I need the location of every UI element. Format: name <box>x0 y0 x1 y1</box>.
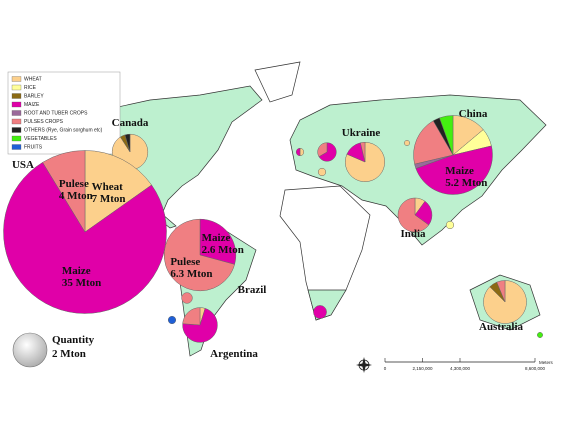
pie <box>404 140 410 146</box>
country-label: China <box>459 108 488 120</box>
legend-swatch <box>11 84 22 91</box>
slice-name: Maize <box>202 232 231 244</box>
legend-label: RICE <box>24 85 37 91</box>
scale-tick-label: 8,600,000 <box>525 366 546 371</box>
pie-slice <box>318 142 337 162</box>
scale-tick-label: 2,150,000 <box>412 366 433 371</box>
pie-slice <box>496 280 506 303</box>
pie-slice <box>439 115 454 156</box>
quantity-value-label: 2 Mton <box>52 348 86 360</box>
pie-slice <box>167 315 177 325</box>
country-label: India <box>400 228 426 240</box>
legend-label: WHEAT <box>24 76 42 82</box>
pie-slice <box>445 220 455 230</box>
pie-slice <box>537 332 543 338</box>
slice-value-label: 2.6 Mton <box>202 244 244 256</box>
pie-slice <box>124 133 131 153</box>
slice-value-label: 4 Mton <box>59 190 93 202</box>
pie <box>313 305 327 319</box>
legend-label: FRUITS <box>24 144 43 150</box>
pie-slice <box>415 145 493 195</box>
legend-swatch <box>11 110 22 116</box>
pie-slice <box>404 140 410 146</box>
greenland <box>254 61 301 103</box>
legend-box <box>7 71 121 155</box>
pie-slice <box>413 120 454 165</box>
pie-slice <box>182 308 218 343</box>
pie-slice <box>299 147 304 157</box>
legend-swatch <box>11 118 22 125</box>
pie-slice <box>182 307 201 326</box>
legend-swatch <box>11 93 22 99</box>
country-label: Argentina <box>210 348 258 360</box>
legend-swatch <box>11 101 22 108</box>
pie <box>296 147 304 157</box>
legend-label: PULSES CROPS <box>24 119 64 125</box>
country-label: Canada <box>112 117 149 129</box>
slice-name: Maize <box>445 165 474 177</box>
scale-unit: Meters <box>539 360 554 365</box>
country-label: Brazil <box>238 284 267 296</box>
compass-rose <box>356 357 372 373</box>
slice-value-label: 7 Mton <box>92 193 126 205</box>
pie-slice <box>181 292 193 304</box>
legend-swatch <box>11 144 22 150</box>
pie <box>537 332 543 338</box>
slice-value-label: 6.3 Mton <box>170 268 212 280</box>
quantity-circle <box>12 332 48 368</box>
pie-slice <box>199 218 237 265</box>
legend-label: MAIZE <box>24 102 40 108</box>
pie <box>483 280 527 324</box>
country-label: Ukraine <box>342 127 381 139</box>
legend-label: OTHERS (Rye, Grain sorghum etc) <box>24 127 103 133</box>
pie-slice <box>360 141 366 163</box>
legend-label: ROOT AND TUBER CROPS <box>24 110 88 116</box>
slice-value-label: 35 Mton <box>62 277 101 289</box>
pie <box>445 220 455 230</box>
pie-slice <box>317 167 327 177</box>
pie-slice <box>317 142 328 157</box>
legend-swatch <box>11 127 22 133</box>
pie-slice <box>42 150 86 233</box>
pie-slice <box>84 150 152 233</box>
quantity-label: Quantity <box>52 334 95 346</box>
pie <box>345 141 385 182</box>
pie-slice <box>397 197 430 233</box>
legend-swatch <box>11 76 22 82</box>
pie <box>167 315 177 325</box>
slice-value-label: 5.2 Mton <box>445 177 487 189</box>
pie-slice <box>163 218 235 292</box>
scale-tick-label: 4,300,000 <box>450 366 471 371</box>
pie-slice <box>3 161 167 314</box>
country-label: USA <box>12 159 34 171</box>
scale-tick-label: 0 <box>384 366 387 371</box>
slice-name: Pulese <box>59 178 89 190</box>
pie-slice <box>296 147 301 157</box>
pie <box>181 292 193 304</box>
pie <box>317 167 327 177</box>
pie-slice <box>313 305 327 319</box>
slice-name: Wheat <box>92 181 124 193</box>
pie <box>397 197 433 233</box>
slice-name: Pulese <box>170 256 200 268</box>
slice-name: Maize <box>62 265 91 277</box>
country-label: Australia <box>479 321 524 333</box>
pie <box>182 307 218 343</box>
legend-swatch <box>11 135 22 142</box>
compass <box>356 357 372 373</box>
legend-label: VEGETABLES <box>24 136 57 142</box>
legend-label: BARLEY <box>24 93 44 99</box>
pie <box>317 142 337 162</box>
